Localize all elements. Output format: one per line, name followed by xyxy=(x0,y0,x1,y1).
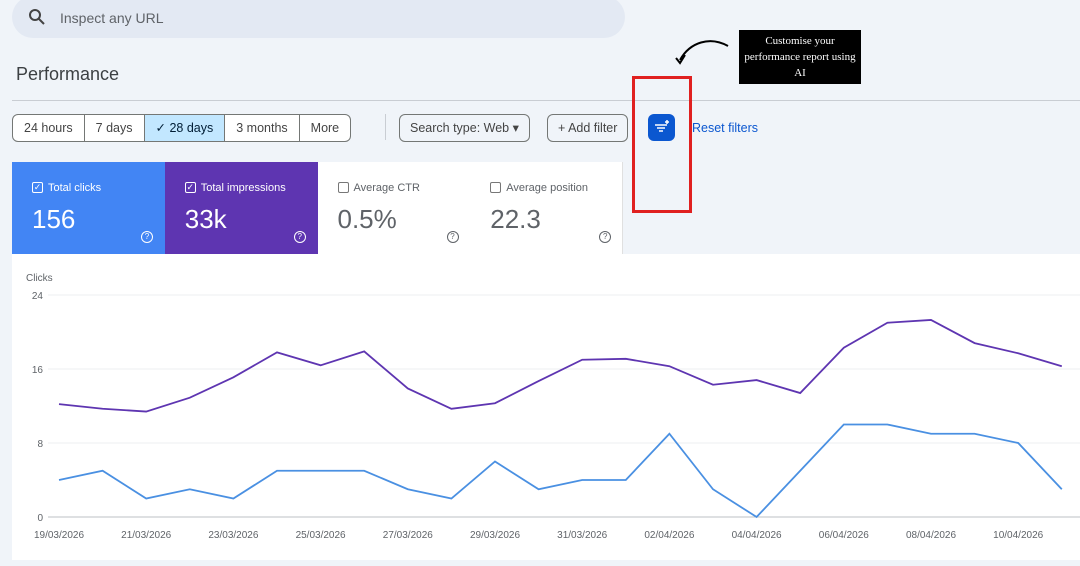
help-icon: ? xyxy=(599,231,612,243)
x-tick-label: 21/03/2026 xyxy=(121,530,171,541)
card-label: Average CTR xyxy=(353,182,420,194)
search-placeholder: Inspect any URL xyxy=(60,10,164,26)
chart-panel xyxy=(12,254,1080,560)
ai-filter-button[interactable] xyxy=(648,114,675,141)
series-line xyxy=(58,319,1063,413)
checkbox: ✓ xyxy=(32,182,43,193)
date-range-option[interactable]: 7 days xyxy=(85,115,145,141)
search-bar[interactable]: Inspect any URL xyxy=(12,0,625,38)
card-value: 0.5% xyxy=(337,204,397,234)
x-tick-label: 08/04/2026 xyxy=(906,530,956,541)
y-tick-label: 16 xyxy=(32,365,44,376)
card-label: Total clicks xyxy=(48,182,102,194)
date-range-label: 3 months xyxy=(236,121,288,135)
date-range-label: 24 hours xyxy=(24,121,73,135)
x-tick-label: 10/04/2026 xyxy=(993,530,1043,541)
x-tick-label: 04/04/2026 xyxy=(732,530,782,541)
ai-filter-icon xyxy=(655,120,669,132)
x-tick-label: 25/03/2026 xyxy=(296,530,346,541)
help-icon: ? xyxy=(141,231,153,243)
x-tick-label: 29/03/2026 xyxy=(470,530,520,541)
help-icon: ? xyxy=(293,231,306,243)
date-range-label: More xyxy=(310,121,340,135)
series-line xyxy=(58,423,1063,519)
checkbox: ✓ xyxy=(184,182,196,193)
card-label: Total impressions xyxy=(200,182,286,194)
card-value: 156 xyxy=(32,204,76,234)
page-title: Performance xyxy=(16,64,120,84)
add-filter-button[interactable]: + Add filter xyxy=(547,114,629,142)
date-range-option[interactable]: More xyxy=(300,115,350,141)
x-tick-label: 31/03/2026 xyxy=(557,530,607,541)
x-tick-label: 19/03/2026 xyxy=(34,530,84,541)
checkbox xyxy=(490,182,502,193)
metric-card[interactable]: ✓ Total impressions 33k? xyxy=(164,162,318,254)
metric-card[interactable]: ✓ Total clicks 156? xyxy=(12,162,165,254)
divider xyxy=(12,100,1080,101)
add-filter-label: Add filter xyxy=(568,121,618,135)
y-tick-label: 8 xyxy=(37,439,43,450)
highlight-box xyxy=(632,76,692,213)
metric-card[interactable]: Average CTR 0.5%? xyxy=(317,162,471,254)
chart: Clicks 0 8 16 24 19/03/2026 21/03/2026 23/03/2… xyxy=(26,273,1080,541)
y-axis-title: Clicks xyxy=(26,273,53,284)
reset-filters[interactable]: Reset filters xyxy=(692,121,758,135)
y-tick-label: 24 xyxy=(32,291,44,302)
annotation-arrow xyxy=(675,40,729,65)
metric-card[interactable]: Average position 22.3? xyxy=(470,162,624,254)
date-range-label: 7 days xyxy=(95,121,133,135)
x-tick-label: 23/03/2026 xyxy=(208,530,258,541)
card-label: Average position xyxy=(506,182,588,194)
help-icon: ? xyxy=(446,231,459,243)
x-tick-label: 27/03/2026 xyxy=(383,530,433,541)
checkbox xyxy=(337,182,349,193)
date-range-option[interactable]: 3 months xyxy=(225,115,300,141)
search-icon xyxy=(29,9,45,25)
y-tick-label: 0 xyxy=(37,513,43,524)
date-range-option[interactable]: 24 hours xyxy=(13,115,85,141)
date-range-label: 28 days xyxy=(169,121,214,135)
card-value: 33k xyxy=(184,204,227,234)
separator xyxy=(385,114,386,140)
x-tick-label: 06/04/2026 xyxy=(819,530,869,541)
date-range: 24 hours 7 days ✓ 28 days 3 months More xyxy=(12,114,352,142)
x-tick-label: 02/04/2026 xyxy=(644,530,694,541)
search-type-label: Search type: Web xyxy=(410,121,510,135)
date-range-option[interactable]: ✓ 28 days xyxy=(144,115,226,141)
search-type-button[interactable]: Search type: Web ▾ xyxy=(399,114,530,142)
card-value: 22.3 xyxy=(490,204,541,234)
annotation: Customise your performance report using … xyxy=(739,30,861,84)
